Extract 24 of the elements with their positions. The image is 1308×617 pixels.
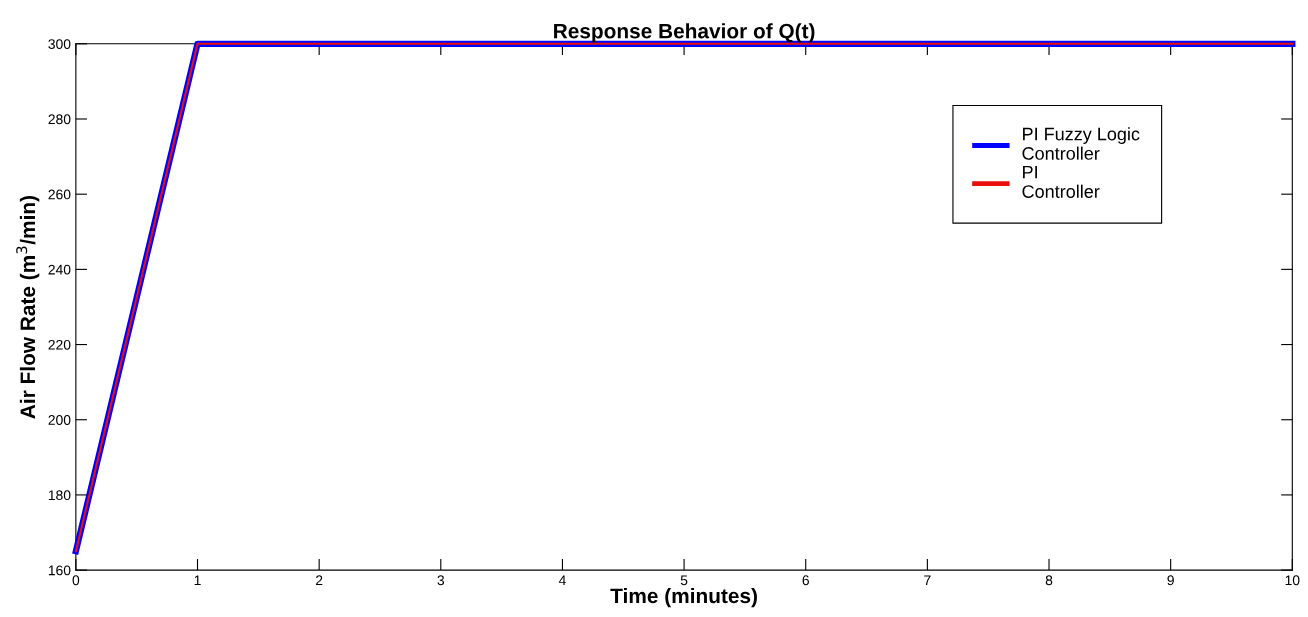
x-tick-label: 3	[437, 575, 445, 586]
y-tick-label: 280	[48, 114, 71, 125]
y-tick-label: 200	[48, 415, 71, 425]
x-tick-label: 9	[1167, 575, 1174, 586]
x-tick-label: 5	[680, 575, 688, 586]
x-tick-label: 7	[924, 575, 931, 586]
x-tick-label: 0	[72, 575, 80, 586]
y-tick-label: 160	[48, 565, 71, 576]
x-tick-label: 2	[315, 575, 323, 586]
x-tick-label: 10	[1285, 575, 1300, 586]
x-tick-label: 1	[194, 575, 201, 586]
legend-label: PI Controller	[1022, 165, 1100, 198]
y-tick-label: 260	[48, 189, 71, 200]
y-tick-label: 220	[48, 339, 71, 350]
y-tick-label: 180	[48, 490, 71, 501]
y-axis-title: Air Flow Rate (m$^{3}$/min)	[16, 196, 40, 419]
x-tick-label: 8	[1045, 575, 1053, 586]
x-tick-label: 6	[802, 575, 809, 586]
y-tick-label: 240	[48, 264, 71, 275]
x-tick-label: 4	[558, 575, 566, 586]
x-axis-title: Time (minutes)	[610, 587, 757, 608]
legend-label: PI Fuzzy Logic Controller	[1022, 127, 1140, 160]
chart-title: Response Behavior of Q(t)	[554, 23, 815, 43]
y-tick-label: 300	[48, 39, 71, 49]
